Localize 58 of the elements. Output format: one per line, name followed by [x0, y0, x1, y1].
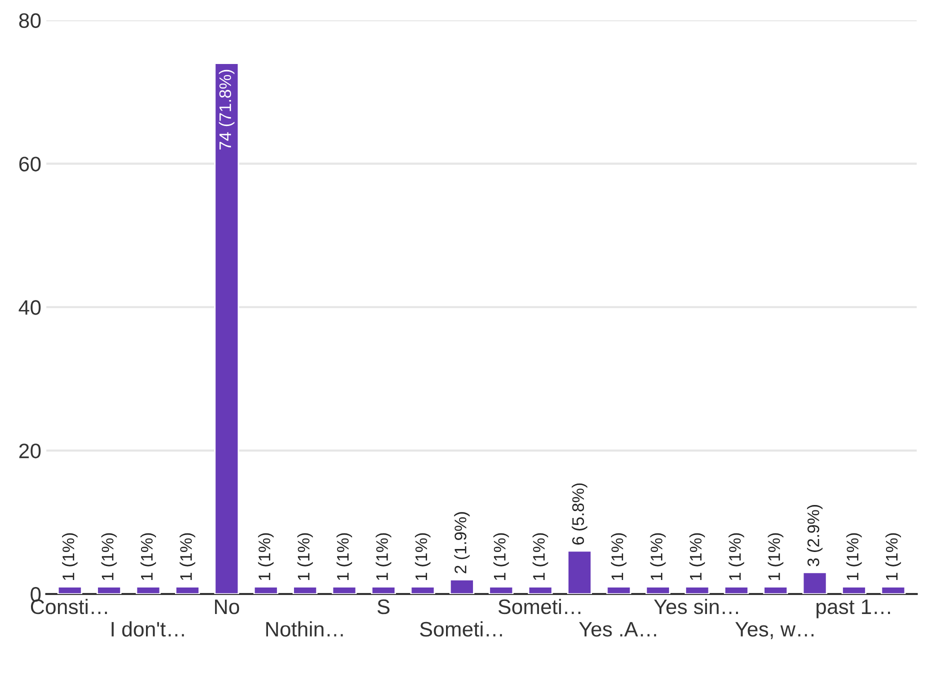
data-label: 1 (1%) — [846, 533, 862, 580]
data-label: 1 (1%) — [258, 533, 274, 580]
x-tick-label: Yes sin… — [654, 598, 738, 614]
bar — [136, 586, 161, 594]
data-label: 6 (5.8%) — [572, 483, 588, 545]
data-label: 1 (1%) — [768, 533, 784, 580]
x-tick-label: Someti… — [420, 621, 502, 637]
bar — [96, 586, 122, 594]
data-label: 1 (1%) — [101, 533, 117, 580]
bar — [449, 578, 474, 594]
bar — [567, 550, 592, 594]
bar — [332, 586, 357, 594]
x-tick-label: S — [377, 599, 390, 614]
x-tick-label: Yes, w… — [735, 622, 814, 640]
y-tick-label: 20 — [19, 444, 41, 458]
data-label: 1 (1%) — [728, 533, 744, 580]
data-label: 3 (2.9%) — [807, 504, 823, 566]
bar — [802, 572, 828, 594]
data-label: 1 (1%) — [493, 533, 509, 580]
bar — [880, 586, 906, 594]
bar — [724, 586, 749, 594]
bar — [371, 586, 396, 594]
data-label: 1 (1%) — [650, 533, 666, 580]
bar — [842, 586, 866, 594]
data-label: 1 (1%) — [610, 533, 627, 580]
y-tick-label: 80 — [19, 13, 41, 28]
bar — [606, 586, 632, 594]
bar — [292, 586, 318, 594]
bar — [684, 586, 710, 594]
y-tick-label: 60 — [19, 156, 41, 172]
y-tick-label: 40 — [18, 300, 41, 315]
bar — [174, 586, 200, 594]
x-tick-label: past 1… — [816, 600, 890, 618]
x-tick-label: Nothin… — [266, 621, 343, 637]
bar — [253, 586, 278, 594]
data-label: 1 (1%) — [297, 533, 313, 580]
data-label: 1 (1%) — [140, 533, 156, 580]
data-label: 1 (1%) — [532, 533, 548, 580]
data-label: 1 (1%) — [885, 533, 901, 580]
bar — [214, 62, 240, 594]
x-tick-label: No — [215, 600, 240, 614]
data-label: 1 (1%) — [689, 533, 705, 580]
data-label: 1 (1%) — [414, 533, 430, 580]
data-label: 1 (1%) — [376, 533, 392, 580]
x-tick-label: I don't… — [112, 621, 184, 637]
data-label: 74 (71.8%) — [218, 70, 234, 150]
data-label: 1 (1%) — [336, 533, 352, 580]
x-tick-label: Yes .A… — [579, 622, 656, 637]
bar — [488, 586, 514, 594]
data-label: 1 (1%) — [180, 533, 196, 580]
bar — [646, 586, 670, 594]
bar — [763, 586, 788, 594]
bar — [410, 586, 436, 594]
data-label: 2 (1.9%) — [454, 512, 470, 574]
data-label: 1 (1%) — [62, 533, 78, 580]
bar — [57, 586, 82, 594]
x-tick-label: Someti… — [498, 598, 580, 614]
bar — [528, 586, 553, 594]
